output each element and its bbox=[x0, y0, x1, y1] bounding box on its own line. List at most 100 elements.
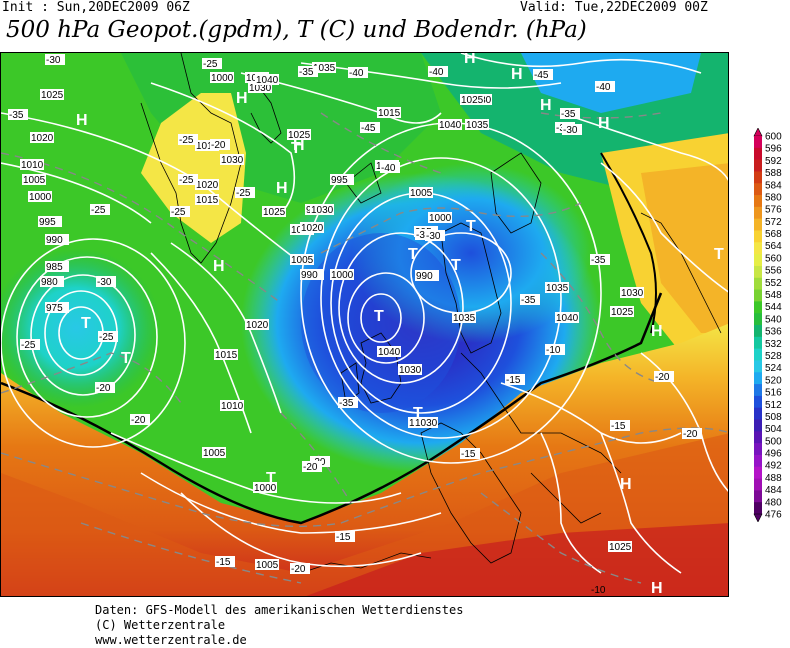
footer-copyright: (C) Wetterzentrale bbox=[95, 618, 226, 632]
isotherm-label-bg bbox=[348, 67, 368, 78]
isotherm-label: -25 bbox=[179, 135, 194, 146]
isobar-label-bg bbox=[414, 417, 438, 428]
isobar-label-bg bbox=[610, 306, 634, 317]
isobar-label: 1010 bbox=[221, 401, 244, 412]
low-pressure-center: T bbox=[374, 308, 384, 325]
isotherm-label-bg bbox=[95, 382, 115, 393]
legend-level-label: 532 bbox=[765, 339, 782, 350]
legend-level-label: 496 bbox=[765, 449, 782, 460]
color-legend: 600 596 592 588 584 580 576 572 568 564 560 556 552 5… bbox=[752, 127, 790, 523]
isotherm-label-bg bbox=[338, 397, 358, 408]
isobar-label-bg bbox=[398, 364, 422, 375]
isobar-label: 1025 bbox=[609, 542, 632, 553]
isobar-label-bg bbox=[248, 82, 272, 93]
legend-swatch bbox=[754, 490, 762, 503]
isobar-label-bg bbox=[195, 179, 219, 190]
isobar-label: 1005 bbox=[256, 560, 279, 571]
legend-swatch bbox=[754, 159, 762, 172]
isobar-label: 990 bbox=[416, 271, 433, 282]
legend-swatch bbox=[754, 195, 762, 208]
isotherm-label: -35 bbox=[299, 67, 314, 78]
legend-swatch bbox=[754, 136, 762, 149]
isobar-label-bg bbox=[460, 94, 484, 105]
valid-time-label: Valid: Tue,22DEC2009 00Z bbox=[520, 0, 708, 15]
legend-level-label: 596 bbox=[765, 144, 782, 155]
isobar-label: 1020 bbox=[196, 180, 219, 191]
isotherm-label-bg bbox=[130, 414, 150, 425]
high-pressure-center: H bbox=[511, 66, 523, 83]
legend-swatch bbox=[754, 206, 762, 220]
low-pressure-center: T bbox=[81, 315, 91, 332]
isotherm-label: -15 bbox=[506, 375, 521, 386]
legend-swatch bbox=[754, 348, 762, 361]
legend-swatch bbox=[754, 454, 762, 468]
legend-level-label: 476 bbox=[765, 510, 782, 521]
isobar-label: 1030 bbox=[249, 83, 272, 94]
isobar-label: 1020 bbox=[301, 223, 324, 234]
isobar-label: 1000 bbox=[211, 73, 234, 84]
isobar-label: 1040 bbox=[439, 120, 462, 131]
legend-level-label: 508 bbox=[765, 412, 782, 423]
footer-website[interactable]: www.wetterzentrale.de bbox=[95, 633, 247, 647]
legend-swatch bbox=[754, 277, 762, 290]
high-pressure-center: H bbox=[540, 97, 552, 114]
isotherm-label: -35 bbox=[339, 398, 354, 409]
isotherm-label-bg bbox=[170, 206, 190, 217]
map-title: 500 hPa Geopot.(gpdm), T (C) und Bodendr… bbox=[6, 17, 587, 43]
isotherm-label: -25 bbox=[171, 207, 186, 218]
isotherm-label-bg bbox=[90, 204, 110, 215]
isotherm-label-bg bbox=[20, 339, 40, 350]
isobar-label-bg bbox=[290, 254, 314, 265]
isotherm-label: -35 bbox=[591, 255, 606, 266]
isotherm-label-bg bbox=[520, 294, 540, 305]
legend-level-label: 560 bbox=[765, 253, 782, 264]
isotherm-label-bg bbox=[8, 109, 28, 120]
isotherm-label: -45 bbox=[361, 123, 376, 134]
isobar-label: 1030 bbox=[621, 288, 644, 299]
ridge-east-warm bbox=[641, 163, 728, 333]
isotherm-label: -30 bbox=[46, 55, 61, 66]
isobar-label: 1040 bbox=[256, 75, 279, 86]
isobar-label-bg bbox=[220, 400, 244, 411]
isotherm-label-bg bbox=[682, 428, 702, 439]
isobar-label-bg bbox=[415, 270, 439, 281]
weather-map[interactable]: 1040 1035 1030 1025 1020 1015 1010 1005 1000 995 9… bbox=[0, 52, 729, 597]
isotherm-label: -35 bbox=[521, 295, 536, 306]
legend-level-label: 516 bbox=[765, 388, 782, 399]
legend-swatch bbox=[754, 230, 762, 243]
isobar-label: 1005 bbox=[410, 188, 433, 199]
ridge-greenland bbox=[141, 93, 246, 243]
isotherm-label-bg bbox=[178, 134, 198, 145]
high-pressure-center: H bbox=[76, 112, 88, 129]
isobar-label: 995 bbox=[331, 175, 348, 186]
isobar-label: 1010 bbox=[21, 160, 44, 171]
isotherm-label-bg bbox=[302, 461, 322, 472]
isobar-label-bg bbox=[255, 559, 279, 570]
legend-swatch bbox=[754, 325, 762, 338]
isotherm-label: -25 bbox=[203, 59, 218, 70]
boundary-552-line bbox=[1, 292, 663, 525]
isotherm-label: -15 bbox=[216, 557, 231, 568]
isobar-label: 1000 bbox=[429, 213, 452, 224]
isobar-label-bg bbox=[40, 276, 64, 287]
isotherm-label: -20 bbox=[683, 429, 698, 440]
legend-swatch bbox=[754, 218, 762, 231]
legend-level-label: 524 bbox=[765, 363, 782, 374]
isotherms bbox=[1, 112, 728, 584]
legend-level-label: 504 bbox=[765, 424, 782, 435]
isobar-label-bg bbox=[253, 482, 277, 493]
isobar-label: 985 bbox=[46, 262, 63, 273]
footer-credits: Daten: GFS-Modell des amerikanischen Wet… bbox=[95, 603, 463, 648]
isobar-label-bg bbox=[220, 154, 244, 165]
isotherm-label-bg bbox=[610, 420, 630, 431]
legend-swatch bbox=[754, 502, 762, 515]
isotherm-label-bg bbox=[96, 276, 116, 287]
legend-level-label: 572 bbox=[765, 217, 782, 228]
isotherm-label-bg bbox=[428, 66, 448, 77]
isotherm-label: -20 bbox=[655, 372, 670, 383]
isotherm-label: -40 bbox=[596, 82, 611, 93]
isobar-label-bg bbox=[409, 187, 433, 198]
legend-level-label: 528 bbox=[765, 351, 782, 362]
high-pressure-center: H bbox=[598, 115, 610, 132]
isotherm-label: -40 bbox=[429, 67, 444, 78]
